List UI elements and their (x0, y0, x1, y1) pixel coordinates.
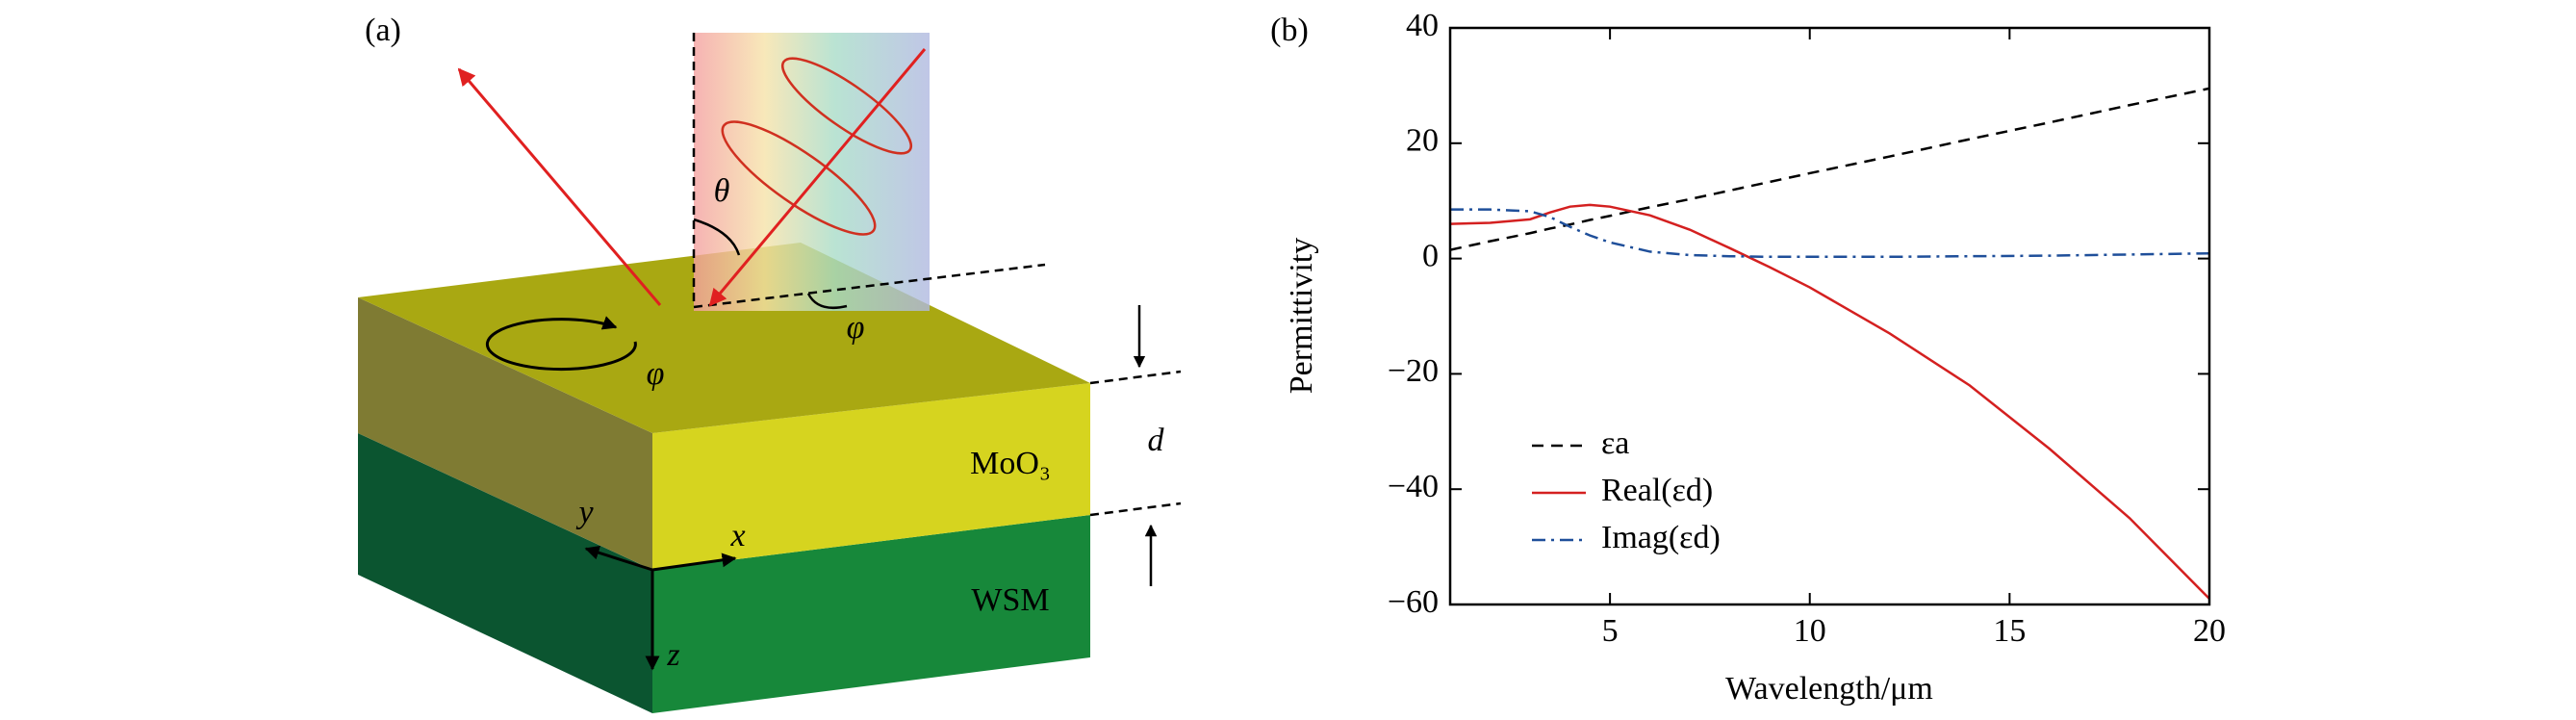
axis-label: x (729, 518, 745, 553)
rotation-arrow (485, 316, 637, 372)
y-axis-label: Permittivity (1284, 238, 1319, 394)
theta-arc (693, 218, 741, 256)
x-tick-label: 15 (1993, 613, 2026, 649)
series-line (1450, 87, 2209, 251)
theta-label: θ (714, 173, 730, 209)
panel-label: (b) (1270, 13, 1309, 48)
x-axis-label: Wavelength/μm (1725, 671, 1933, 707)
polarization (781, 57, 912, 155)
axis-label: z (666, 637, 679, 673)
legend-label: Imag(εd) (1601, 520, 1721, 555)
layer-label: MoO₃ (970, 446, 1051, 481)
wsm-left (358, 433, 652, 713)
x-tick-label: 20 (2193, 613, 2226, 649)
d-dash (1089, 501, 1182, 517)
legend-label: εa (1601, 425, 1629, 461)
panel-label: (a) (365, 13, 401, 48)
diagram: (a) θ φ φ d MoO₃ WSM x y z (358, 13, 1182, 713)
d-dash (1089, 370, 1182, 385)
series-line (1450, 208, 2209, 259)
plot-frame (1448, 26, 2211, 606)
axis-x-arrow (651, 553, 737, 572)
phi-arc (806, 293, 848, 310)
moo3-left (358, 297, 652, 570)
moo3-right (652, 383, 1090, 570)
reflected-ray (457, 67, 662, 306)
y-tick-label: 0 (1422, 238, 1439, 273)
legend-label: Real(εd) (1601, 473, 1713, 508)
y-tick-label: 40 (1406, 8, 1439, 43)
moo3-top (358, 243, 1090, 433)
plane-line (693, 263, 1046, 309)
axis-label: y (575, 495, 594, 530)
phi-label: φ (847, 310, 865, 346)
y-tick-label: 20 (1406, 123, 1439, 159)
y-tick-label: −40 (1388, 469, 1439, 504)
incident-ray (708, 48, 927, 307)
chart: (b) Wavelength/μm Permittivity −60 −40 −20… (1270, 8, 2226, 707)
wsm-right (652, 515, 1090, 713)
phi-label: φ (647, 356, 665, 392)
x-tick-label: 5 (1602, 613, 1619, 649)
axis-y-arrow (584, 545, 653, 572)
light-beam (694, 33, 930, 311)
polarization (721, 120, 877, 236)
thickness-label: d (1148, 423, 1165, 458)
layer-label: WSM (971, 582, 1049, 618)
y-tick-label: −60 (1388, 584, 1439, 620)
y-tick-label: −20 (1388, 353, 1439, 389)
x-tick-label: 10 (1794, 613, 1826, 649)
